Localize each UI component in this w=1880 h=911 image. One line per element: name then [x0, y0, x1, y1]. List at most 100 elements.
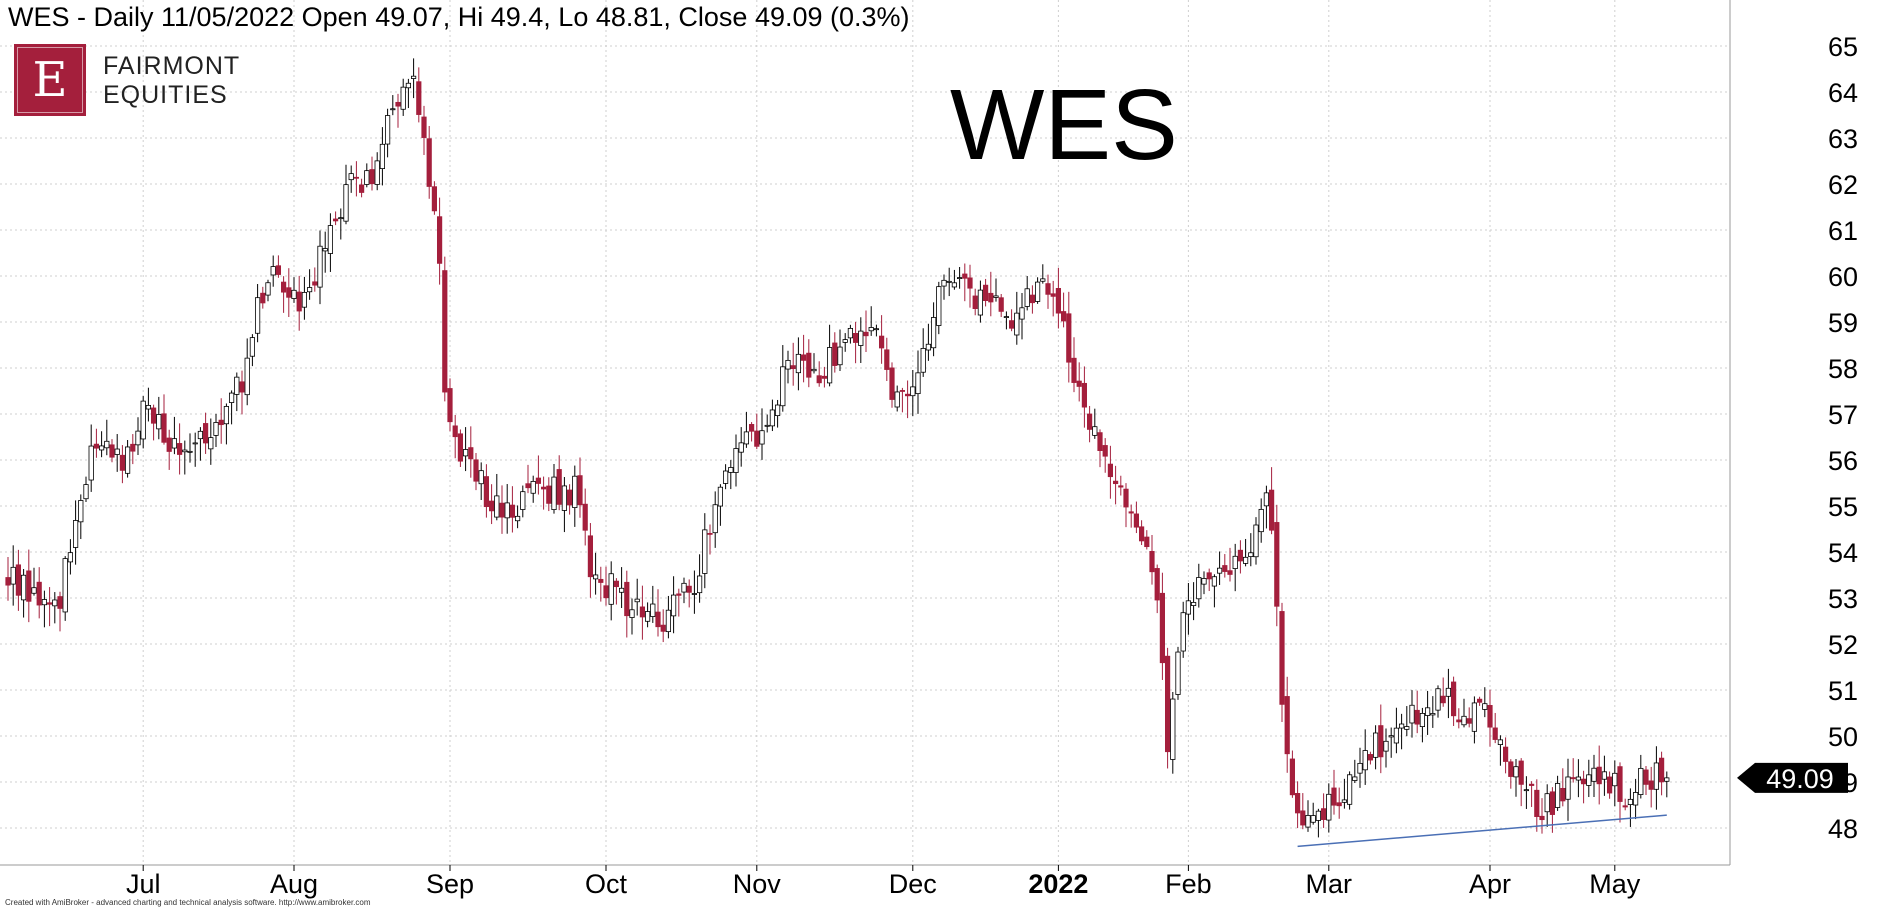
candle-bar	[967, 264, 973, 308]
candle-bar	[785, 350, 791, 384]
candle-body	[665, 609, 672, 633]
candle-body	[691, 593, 698, 595]
candle-body	[1539, 815, 1545, 821]
candle-bar	[775, 399, 781, 428]
candle-bar	[889, 362, 895, 408]
candle-body	[436, 216, 443, 264]
candle-bar	[910, 369, 916, 416]
candle-body	[1513, 766, 1519, 778]
candle-bar	[78, 494, 84, 540]
candle-bar	[369, 156, 375, 191]
candle-bar	[332, 211, 339, 226]
candle-bar	[130, 434, 136, 465]
candle-body	[1321, 808, 1327, 820]
candle-bar	[946, 267, 952, 297]
candle-bar	[1549, 787, 1555, 833]
candle-bar	[1055, 267, 1061, 329]
candle-body	[941, 279, 947, 287]
y-tick-label: 65	[1828, 32, 1858, 62]
candle-body	[863, 331, 869, 337]
candle-body	[405, 82, 412, 89]
candle-bar	[691, 570, 698, 614]
candle-bar	[1227, 547, 1233, 582]
brand-line2: EQUITIES	[103, 81, 228, 109]
candle-body	[858, 330, 864, 346]
candle-bar	[608, 561, 614, 621]
candle-body	[728, 467, 734, 473]
candle-bar	[1477, 696, 1483, 706]
candle-bar	[723, 464, 729, 490]
candle-body	[478, 470, 484, 485]
candle-body	[1581, 778, 1587, 785]
candle-bar	[260, 286, 266, 309]
candle-body	[1123, 488, 1129, 508]
candle-bar	[525, 464, 531, 494]
candle-body	[1508, 761, 1514, 777]
candle-body	[983, 284, 989, 302]
candle-body	[379, 143, 386, 169]
candle-bar	[1399, 713, 1405, 750]
candle-bar	[1003, 311, 1010, 330]
candle-body	[202, 423, 209, 444]
candle-bar	[1378, 704, 1384, 774]
candle-body	[936, 286, 942, 326]
candle-bar	[1362, 729, 1368, 785]
candle-body	[1466, 718, 1472, 724]
candle-bar	[390, 95, 396, 116]
candle-bar	[655, 589, 661, 637]
candle-body	[1341, 799, 1347, 803]
candle-bar	[1471, 696, 1477, 744]
candle-bar	[384, 108, 391, 158]
candle-body	[816, 375, 822, 384]
candle-bar	[988, 271, 994, 317]
candle-body	[208, 437, 214, 450]
candle-bar	[998, 293, 1004, 318]
candle-body	[1175, 651, 1181, 695]
candle-body	[1664, 777, 1670, 782]
candle-bar	[962, 263, 968, 302]
candle-bar	[634, 578, 640, 616]
candle-bar	[1638, 754, 1644, 799]
candle-bar	[795, 337, 802, 391]
candle-body	[1097, 432, 1103, 451]
candle-bar	[806, 339, 812, 388]
candle-body	[26, 570, 32, 602]
candle-bar	[925, 323, 932, 361]
candle-bar	[1040, 264, 1046, 284]
candle-body	[884, 349, 890, 370]
candle-bar	[1482, 687, 1488, 718]
candle-bar	[249, 334, 255, 367]
candle-body	[280, 281, 287, 293]
candle-bar	[603, 566, 609, 606]
candle-bar	[551, 464, 557, 514]
candle-bar	[1529, 781, 1535, 807]
candle-bar	[176, 423, 183, 475]
candle-body	[998, 297, 1004, 312]
candle-bar	[1258, 498, 1264, 543]
candle-bar	[639, 585, 646, 640]
candle-body	[47, 602, 53, 605]
candle-bar	[681, 577, 687, 604]
candle-bar	[1586, 759, 1592, 798]
candle-bar	[1466, 707, 1472, 728]
candle-body	[1440, 695, 1446, 704]
candle-bar	[1357, 747, 1363, 788]
candle-body	[608, 573, 614, 605]
candle-body	[1601, 771, 1607, 780]
candle-bar	[1627, 788, 1633, 827]
candle-bar	[1393, 707, 1399, 754]
candle-bar	[764, 414, 770, 433]
candle-body	[1040, 278, 1046, 282]
candle-body	[462, 449, 469, 457]
candle-body	[1066, 313, 1072, 363]
candle-body	[671, 594, 677, 617]
candle-bar	[1575, 759, 1581, 798]
candle-bar	[395, 93, 401, 128]
candle-bar	[759, 408, 765, 460]
candle-bar	[676, 588, 682, 617]
x-tick-label: Oct	[585, 869, 628, 899]
candle-body	[130, 443, 136, 452]
candle-bar	[868, 306, 874, 336]
candle-body	[374, 160, 380, 185]
candle-bar	[317, 230, 323, 305]
